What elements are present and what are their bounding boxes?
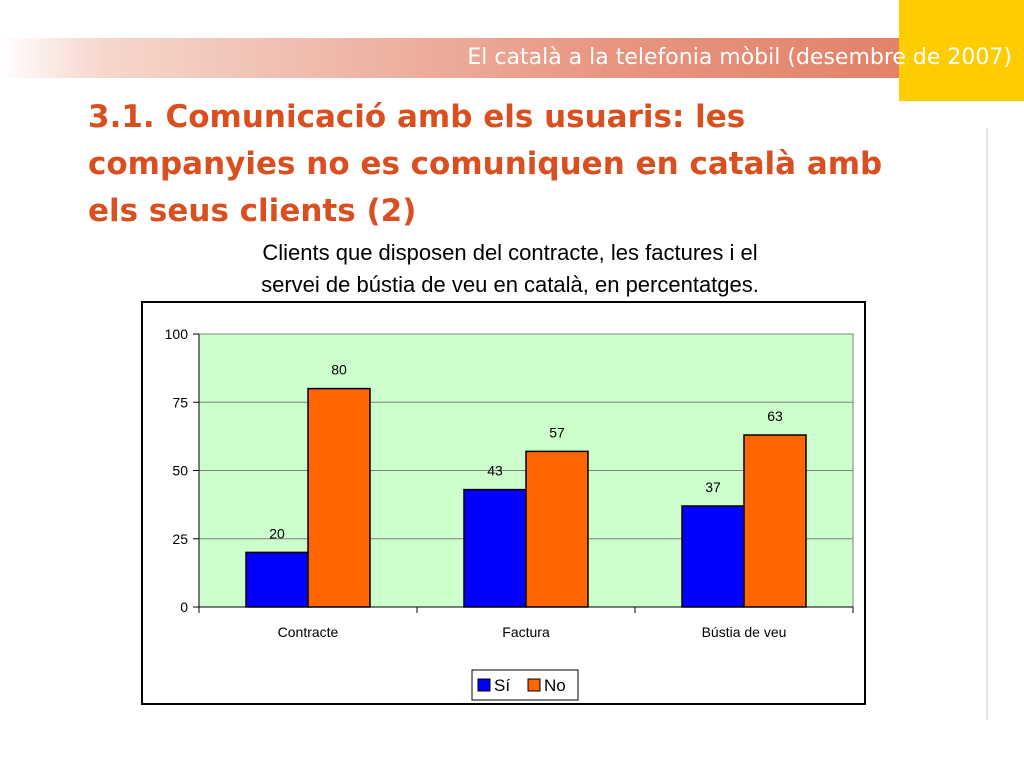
x-tick-label: Contracte: [278, 624, 339, 640]
y-tick-label: 50: [172, 463, 188, 479]
chart-caption-line: servei de bústia de veu en català, en pe…: [261, 272, 759, 297]
legend-swatch: [527, 678, 541, 692]
legend-swatch: [477, 678, 491, 692]
decorative-divider: [986, 128, 988, 720]
legend-label: No: [544, 676, 566, 695]
bar-no: [307, 387, 371, 608]
accent-block: [899, 0, 1024, 101]
data-label: 80: [331, 362, 347, 378]
data-label: 63: [767, 408, 783, 424]
bar-no: [525, 450, 589, 608]
slide-title-line: els seus clients (2): [88, 193, 417, 229]
y-tick-label: 100: [165, 326, 189, 342]
header-band: [0, 38, 1024, 78]
bar-si: [463, 488, 527, 608]
data-label: 20: [269, 525, 285, 541]
bar-si: [681, 505, 745, 608]
y-tick-label: 0: [180, 599, 188, 615]
y-tick-label: 25: [172, 531, 188, 547]
x-tick-label: Factura: [502, 624, 550, 640]
bar-si: [245, 551, 309, 608]
header-title: El català a la telefonia mòbil (desembre…: [467, 45, 1012, 70]
data-label: 43: [487, 463, 503, 479]
slide-title-line: 3.1. Comunicació amb els usuaris: les: [88, 99, 746, 135]
x-tick-label: Bústia de veu: [702, 624, 787, 640]
slide-title-line: companyies no es comuniquen en català am…: [88, 146, 883, 182]
data-label: 57: [549, 424, 565, 440]
bar-no: [743, 434, 807, 608]
y-tick-label: 75: [172, 394, 188, 410]
slide-title: 3.1. Comunicació amb els usuaris: les co…: [88, 94, 968, 235]
chart-caption: Clients que disposen del contracte, les …: [180, 237, 840, 301]
data-label: 37: [705, 479, 721, 495]
legend-label: Sí: [494, 676, 510, 695]
chart-caption-line: Clients que disposen del contracte, les …: [262, 240, 758, 265]
